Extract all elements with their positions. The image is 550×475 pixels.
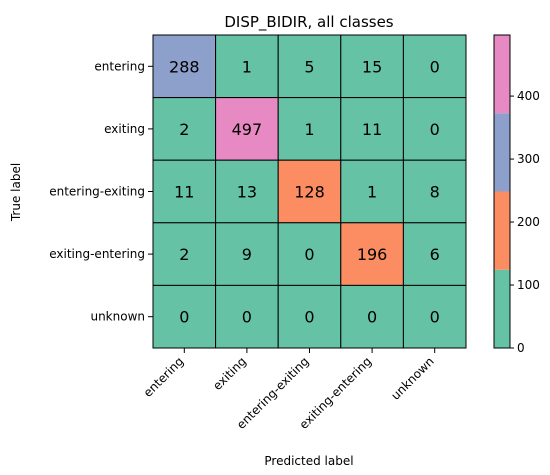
y-tick-labels: entering exiting entering-exiting exiting-e…	[49, 59, 153, 324]
cell-value-label: 15	[362, 57, 382, 76]
heatmap-cell	[340, 34, 404, 99]
colorbar-tick-label: 300	[517, 152, 540, 166]
cell-value-label: 0	[367, 308, 377, 327]
heatmap-cell	[152, 34, 217, 99]
cell-value-label: 11	[174, 183, 194, 202]
y-tick-label: exiting	[104, 122, 145, 136]
cell-value-label: 2	[179, 120, 189, 139]
colorbar-band	[494, 35, 510, 114]
cell-value-label: 288	[169, 57, 200, 76]
heatmap-cell	[215, 159, 279, 224]
cell-value-label: 9	[242, 245, 252, 264]
x-tick-label: exiting	[210, 354, 249, 393]
x-tick-label: unknown	[388, 354, 436, 402]
heatmap-cell	[340, 159, 404, 224]
cell-value-label: 8	[430, 183, 440, 202]
cell-value-label: 0	[430, 57, 440, 76]
cell-value-label: 0	[304, 245, 314, 264]
x-tick-label: entering	[141, 354, 187, 400]
heatmap-cell	[277, 284, 342, 349]
x-tick-labels: entering exitingentering-exitingexiting-e…	[141, 348, 437, 432]
heatmap-cell	[340, 222, 404, 286]
chart-title: DISP_BIDIR, all classes	[224, 13, 393, 32]
cell-value-label: 1	[304, 120, 314, 139]
cell-value-label: 0	[242, 308, 252, 327]
cell-value-label: 1	[242, 57, 252, 76]
heatmap-cell	[402, 222, 467, 286]
colorbar-tick-label: 400	[517, 89, 540, 103]
cell-value-label: 128	[294, 183, 325, 202]
colorbar-frame	[493, 34, 511, 349]
cell-value-label: 13	[237, 183, 257, 202]
y-tick-label: entering-exiting	[49, 185, 145, 199]
colorbar-tick-label: 100	[517, 278, 540, 292]
cell-value-label: 6	[430, 245, 440, 264]
y-tick-label: entering	[94, 59, 145, 73]
colorbar-band	[494, 269, 510, 348]
colorbar: 0 100 200 300 400	[493, 34, 540, 355]
heatmap-cell	[402, 97, 467, 161]
y-tick-label: unknown	[90, 310, 145, 324]
heatmap-cell	[277, 97, 342, 161]
heatmap-cell	[215, 34, 279, 99]
heatmap-cell	[277, 34, 342, 99]
y-tick-label: exiting-entering	[49, 247, 145, 261]
heatmap-cell	[215, 222, 279, 286]
colorbar-tick-label: 0	[517, 341, 525, 355]
y-axis-label: True label	[9, 163, 23, 222]
colorbar-tick-label: 200	[517, 215, 540, 229]
cell-value-label: 11	[362, 120, 382, 139]
cell-value-label: 497	[232, 120, 263, 139]
colorbar-band	[494, 113, 510, 192]
x-axis-label: Predicted label	[264, 454, 353, 468]
cell-value-label: 0	[430, 120, 440, 139]
cell-value-label: 196	[357, 245, 388, 264]
heatmap-cells: 288 1 5 15 02 497 1 11 011 13 128 1 82 9 0 196 60 0 0 0 0	[152, 34, 467, 349]
heatmap-cell	[402, 284, 467, 349]
cell-value-label: 5	[304, 57, 314, 76]
heatmap-cell	[152, 284, 217, 349]
colorbar-band	[494, 191, 510, 270]
cell-value-label: 0	[179, 308, 189, 327]
heatmap-cell	[215, 284, 279, 349]
heatmap-cell	[277, 222, 342, 286]
cell-value-label: 0	[304, 308, 314, 327]
cell-value-label: 2	[179, 245, 189, 264]
cell-value-label: 1	[367, 183, 377, 202]
cell-value-label: 0	[430, 308, 440, 327]
